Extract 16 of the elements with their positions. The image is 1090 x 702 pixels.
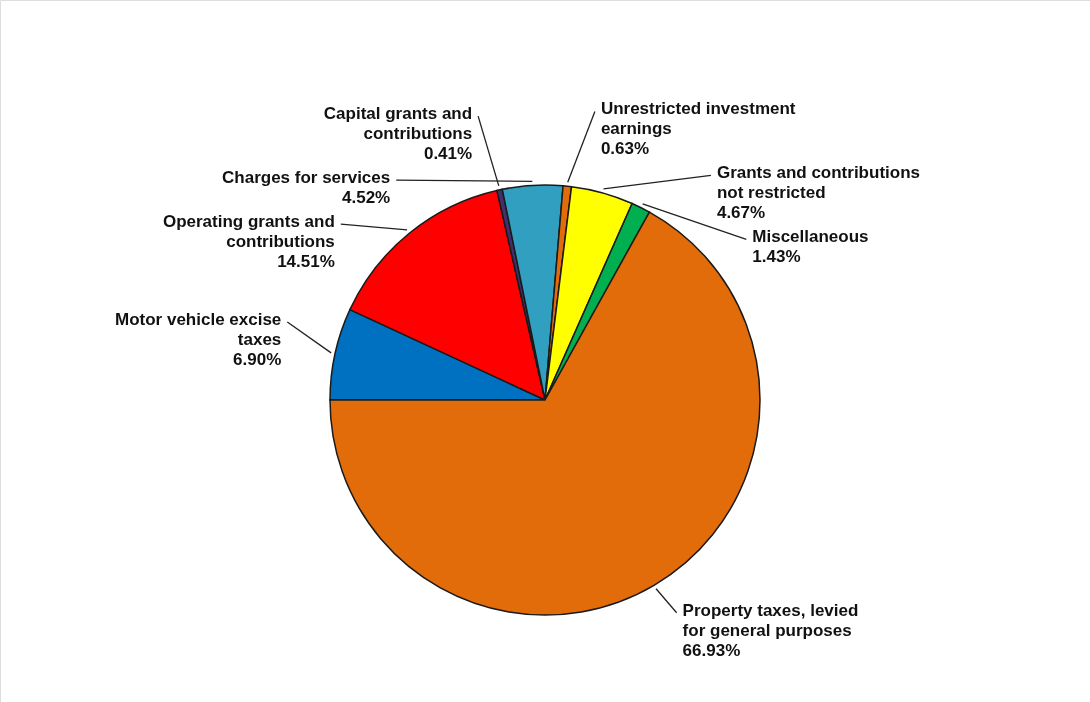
data-label: 6.90% [233,349,282,369]
slice-label: Operating grants and contributions [162,212,335,252]
data-label: 4.67% [716,203,766,223]
data-label: 1.43% [752,247,801,267]
slice-label: Miscellaneous [752,227,869,247]
slice-label: Property taxes, levied for general purposes [682,600,859,640]
data-label: 0.41% [423,144,473,164]
data-label: 66.93% [682,640,741,660]
slice-label: Charges for services [222,168,391,188]
slice-label: Unrestricted investment earnings [600,99,796,139]
data-label: 14.51% [277,252,335,272]
slice-label: Grants and contributions not restricted [716,163,920,203]
data-label: 0.63% [600,139,650,159]
slice-label: Motor vehicle excise taxes [115,309,282,349]
data-label: 4.52% [342,188,391,208]
slice-label: Capital grants and contributions [323,104,473,144]
